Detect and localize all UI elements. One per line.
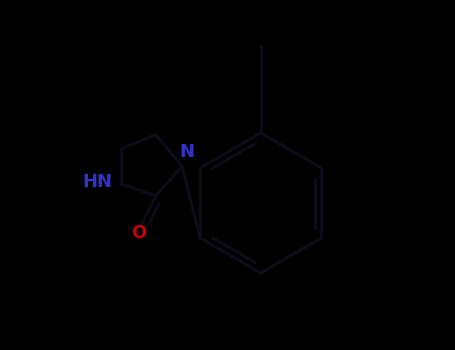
Text: O: O — [131, 224, 146, 242]
Text: HN: HN — [82, 173, 112, 191]
Text: N: N — [180, 143, 195, 161]
